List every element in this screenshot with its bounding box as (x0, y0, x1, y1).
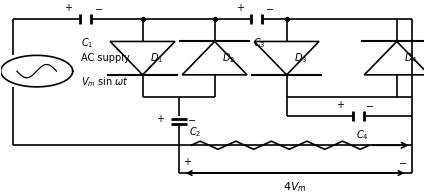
Text: +: + (336, 100, 343, 110)
Text: $-$: $-$ (187, 114, 196, 124)
Text: $4V_m$: $4V_m$ (283, 181, 307, 194)
Text: $-$: $-$ (94, 3, 103, 13)
Text: $C_3$: $C_3$ (253, 36, 265, 50)
Text: $-$: $-$ (365, 100, 374, 110)
Text: $D_2$: $D_2$ (222, 51, 235, 65)
Text: $C_2$: $C_2$ (189, 125, 201, 139)
Text: $C_1$: $C_1$ (81, 36, 94, 50)
Text: $V_m$ sin $\omega t$: $V_m$ sin $\omega t$ (81, 75, 129, 89)
Text: +: + (183, 157, 191, 167)
Text: $-$: $-$ (265, 3, 274, 13)
Text: $D_1$: $D_1$ (150, 51, 163, 65)
Text: +: + (156, 114, 164, 124)
Text: +: + (236, 3, 244, 13)
Text: $-$: $-$ (398, 157, 407, 167)
Text: $D_4$: $D_4$ (404, 51, 417, 65)
Text: AC supply: AC supply (81, 53, 130, 63)
Text: $C_4$: $C_4$ (357, 129, 369, 142)
Text: +: + (65, 3, 73, 13)
Text: $D_3$: $D_3$ (294, 51, 308, 65)
